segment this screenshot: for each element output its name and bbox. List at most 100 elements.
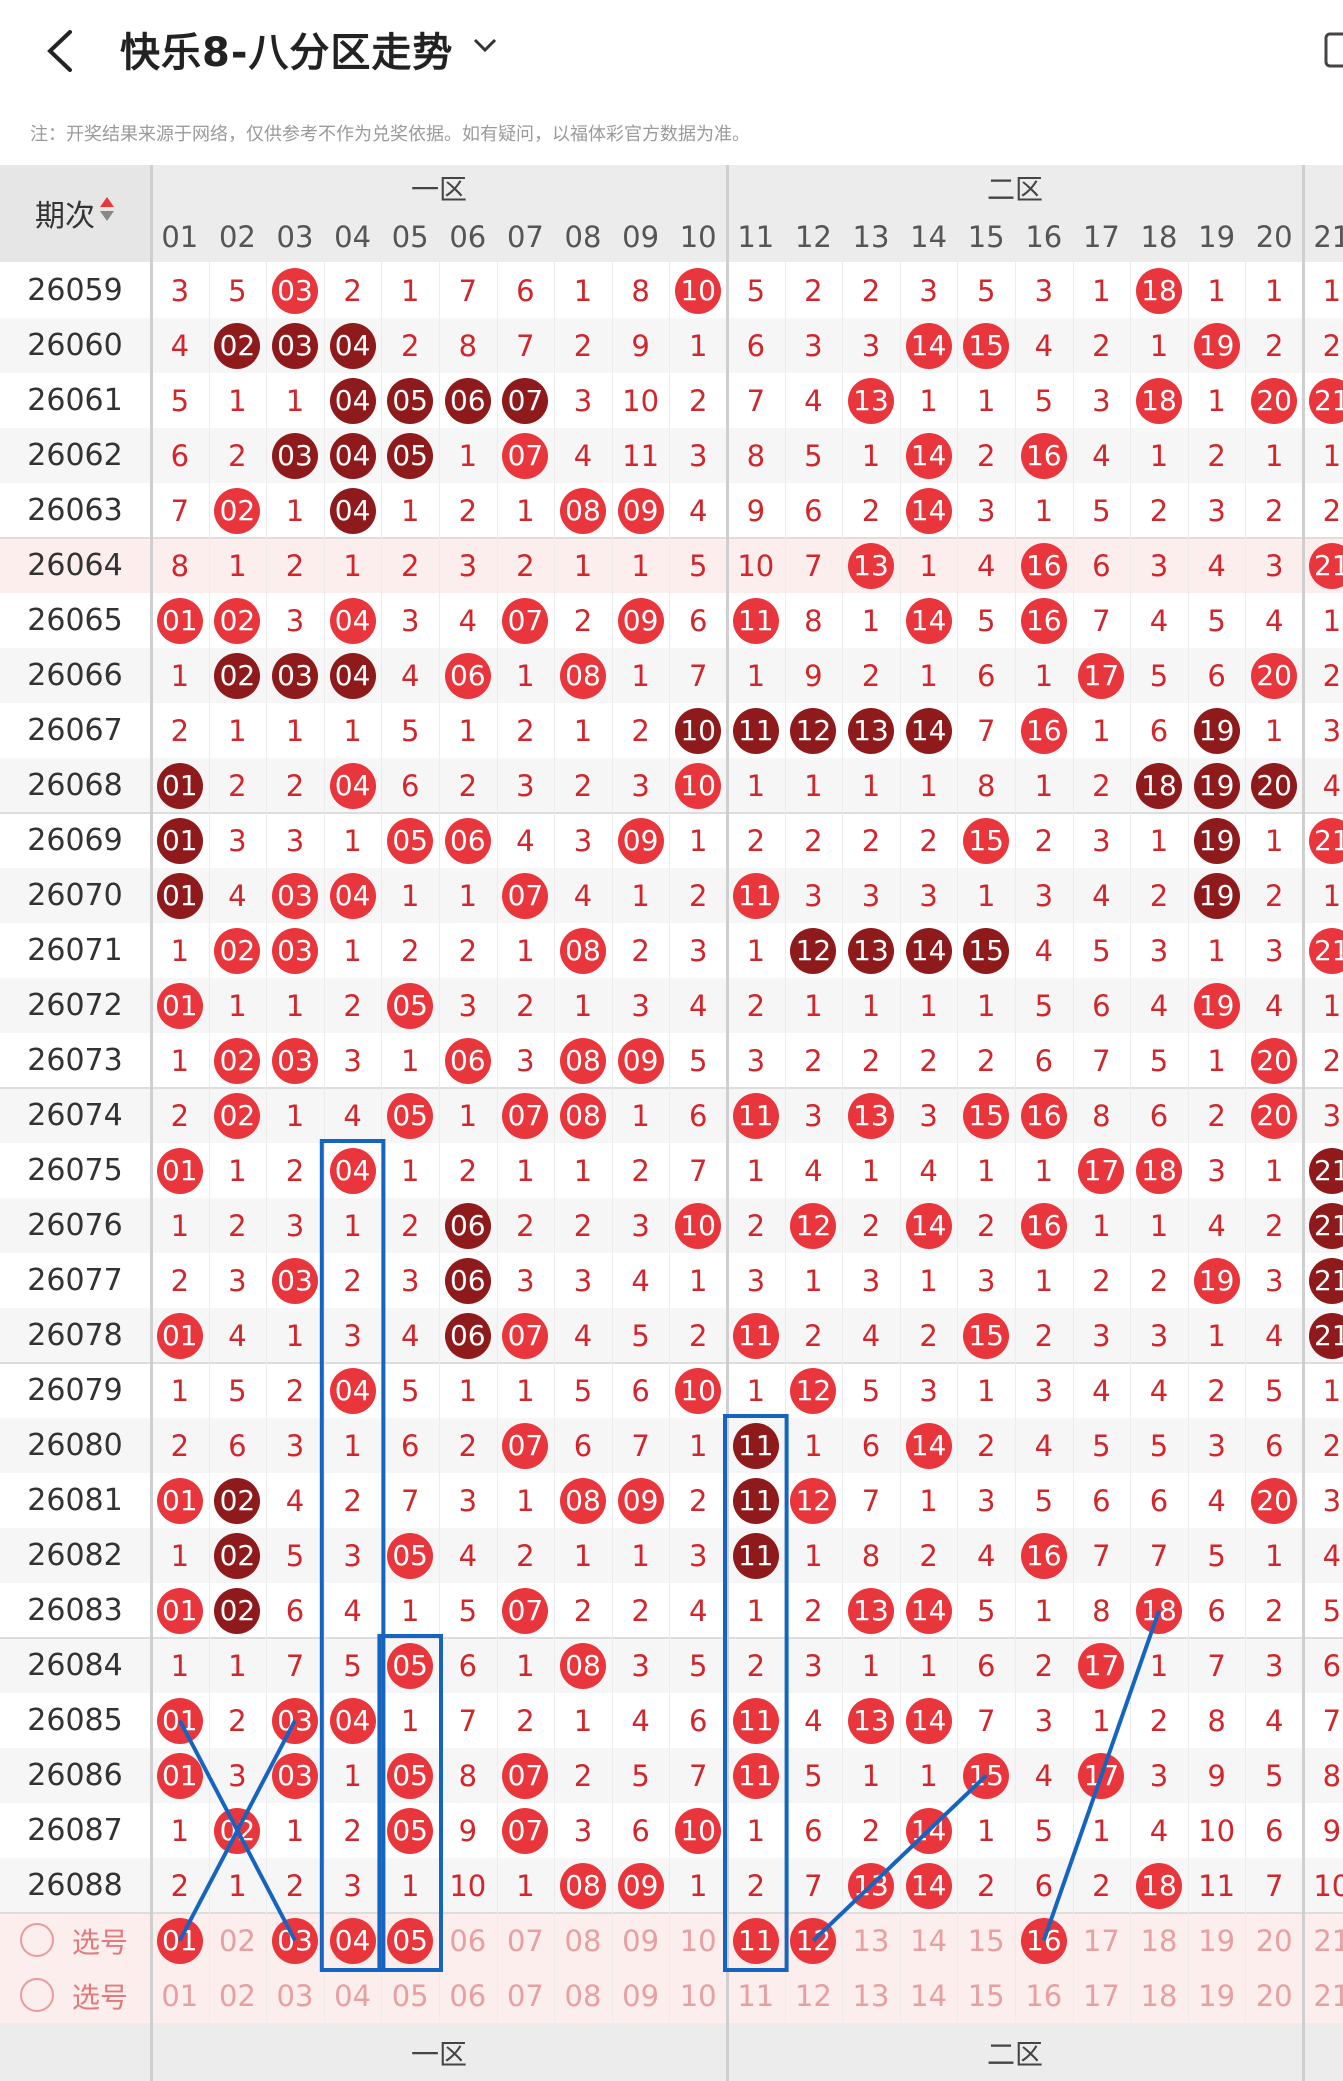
zone-header-bottom: 一区 — [410, 2038, 467, 2071]
drawn-ball: 16 — [1020, 542, 1067, 589]
annotation-box-col04 — [319, 1139, 386, 1972]
select-number[interactable]: 15 — [967, 1978, 1005, 2013]
omission-value: 4 — [976, 1538, 996, 1573]
picked-ball[interactable]: 16 — [1020, 1917, 1067, 1964]
drawn-ball: 04 — [329, 432, 376, 479]
select-number[interactable]: 20 — [1255, 1923, 1293, 1958]
select-radio[interactable] — [20, 1923, 54, 1957]
left-divider — [150, 165, 153, 2081]
drawn-ball: 06 — [444, 1202, 491, 1249]
select-number[interactable]: 17 — [1082, 1923, 1120, 1958]
drawn-ball: 06 — [444, 1257, 491, 1304]
select-number[interactable]: 14 — [910, 1923, 948, 1958]
back-arrow-icon[interactable] — [40, 26, 80, 76]
select-number[interactable]: 08 — [564, 1978, 602, 2013]
omission-value: 4 — [1264, 1703, 1284, 1738]
select-number[interactable]: 01 — [161, 1978, 199, 2013]
omission-value: 3 — [1264, 933, 1284, 968]
omission-value: 1 — [1149, 328, 1169, 363]
drawn-ball: 14 — [905, 597, 952, 644]
omission-value: 1 — [1092, 1703, 1111, 1738]
select-number[interactable]: 11 — [737, 1978, 775, 2013]
omission-value: 7 — [1207, 1648, 1226, 1683]
omission-value: 6 — [804, 1813, 823, 1848]
select-number[interactable]: 13 — [852, 1923, 890, 1958]
chevron-down-icon[interactable] — [470, 30, 500, 60]
select-number[interactable]: 03 — [276, 1978, 314, 2013]
select-number[interactable]: 02 — [218, 1978, 256, 2013]
select-number[interactable]: 09 — [622, 1978, 660, 2013]
period-header[interactable]: 期次 — [0, 165, 150, 260]
drawn-ball: 03 — [272, 322, 318, 369]
omission-value: 7 — [1149, 1538, 1169, 1573]
select-label[interactable]: 选号 — [71, 1980, 128, 2014]
picked-ball[interactable]: 04 — [329, 1917, 376, 1964]
col-line — [496, 212, 498, 2081]
drawn-ball: 14 — [905, 1862, 952, 1909]
share-icon[interactable] — [1324, 30, 1343, 70]
picked-ball[interactable]: 01 — [156, 1917, 203, 1964]
select-number[interactable]: 16 — [1025, 1978, 1063, 2013]
select-label[interactable]: 选号 — [71, 1925, 128, 1959]
omission-value: 4 — [400, 658, 420, 693]
drawn-ball: 01 — [156, 817, 203, 864]
omission-value: 1 — [228, 713, 247, 748]
omission-value: 1 — [170, 1813, 190, 1848]
select-number[interactable]: 18 — [1140, 1923, 1178, 1958]
drawn-ball: 03 — [272, 872, 318, 919]
select-number[interactable]: 06 — [449, 1978, 487, 2013]
omission-value: 5 — [1092, 493, 1111, 528]
omission-value: 1 — [343, 1758, 362, 1793]
select-number[interactable]: 04 — [334, 1978, 372, 2013]
omission-value: 1 — [1264, 1153, 1284, 1188]
select-number[interactable]: 06 — [449, 1923, 487, 1958]
omission-value: 1 — [516, 1483, 535, 1518]
annotation-box-col05 — [377, 1634, 443, 1972]
picked-ball[interactable]: 05 — [387, 1917, 434, 1964]
omission-value: 1 — [400, 1043, 420, 1078]
omission-value: 1 — [688, 1868, 708, 1903]
drawn-ball: 18 — [1136, 377, 1182, 424]
select-number[interactable]: 10 — [679, 1978, 717, 2013]
omission-value: 1 — [976, 1153, 996, 1188]
omission-value: 5 — [688, 1648, 708, 1683]
row-highlight — [0, 538, 1343, 593]
sort-icon[interactable] — [99, 195, 115, 231]
select-number[interactable]: 12 — [794, 1978, 832, 2013]
select-number[interactable]: 19 — [1198, 1923, 1236, 1958]
omission-value: 1 — [458, 438, 478, 473]
column-header: 09 — [622, 220, 660, 254]
picked-ball[interactable]: 11 — [732, 1917, 779, 1964]
omission-value: 5 — [285, 1538, 305, 1573]
omission-value: 7 — [688, 1758, 708, 1793]
select-number[interactable]: 08 — [564, 1923, 602, 1958]
select-number[interactable]: 14 — [910, 1978, 948, 2013]
select-number[interactable]: 13 — [852, 1978, 890, 2013]
select-number[interactable]: 05 — [391, 1978, 429, 2013]
select-number[interactable]: 15 — [967, 1923, 1005, 1958]
select-number[interactable]: 20 — [1255, 1978, 1293, 2013]
select-number[interactable]: 19 — [1198, 1978, 1236, 2013]
period-label: 26067 — [27, 713, 123, 748]
select-number[interactable]: 10 — [679, 1923, 717, 1958]
omission-value: 5 — [1207, 603, 1226, 638]
omission-value: 2 — [919, 1318, 938, 1353]
select-number[interactable]: 07 — [506, 1978, 544, 2013]
col-line — [611, 212, 613, 2081]
omission-value: 2 — [1092, 328, 1111, 363]
select-number[interactable]: 21 — [1313, 1978, 1343, 2013]
select-number[interactable]: 21 — [1313, 1923, 1343, 1958]
select-number[interactable]: 17 — [1082, 1978, 1120, 2013]
omission-value: 2 — [343, 988, 362, 1023]
omission-value: 2 — [804, 1318, 823, 1353]
select-radio[interactable] — [20, 1978, 54, 2012]
omission-value: 1 — [919, 768, 938, 803]
col-line — [1245, 212, 1247, 2081]
col-line — [842, 212, 844, 2081]
select-number[interactable]: 07 — [506, 1923, 544, 1958]
select-number[interactable]: 18 — [1140, 1978, 1178, 2013]
select-number[interactable]: 09 — [622, 1923, 660, 1958]
omission-value: 2 — [1207, 1098, 1226, 1133]
drawn-ball: 07 — [502, 1312, 549, 1359]
select-number[interactable]: 02 — [218, 1923, 256, 1958]
